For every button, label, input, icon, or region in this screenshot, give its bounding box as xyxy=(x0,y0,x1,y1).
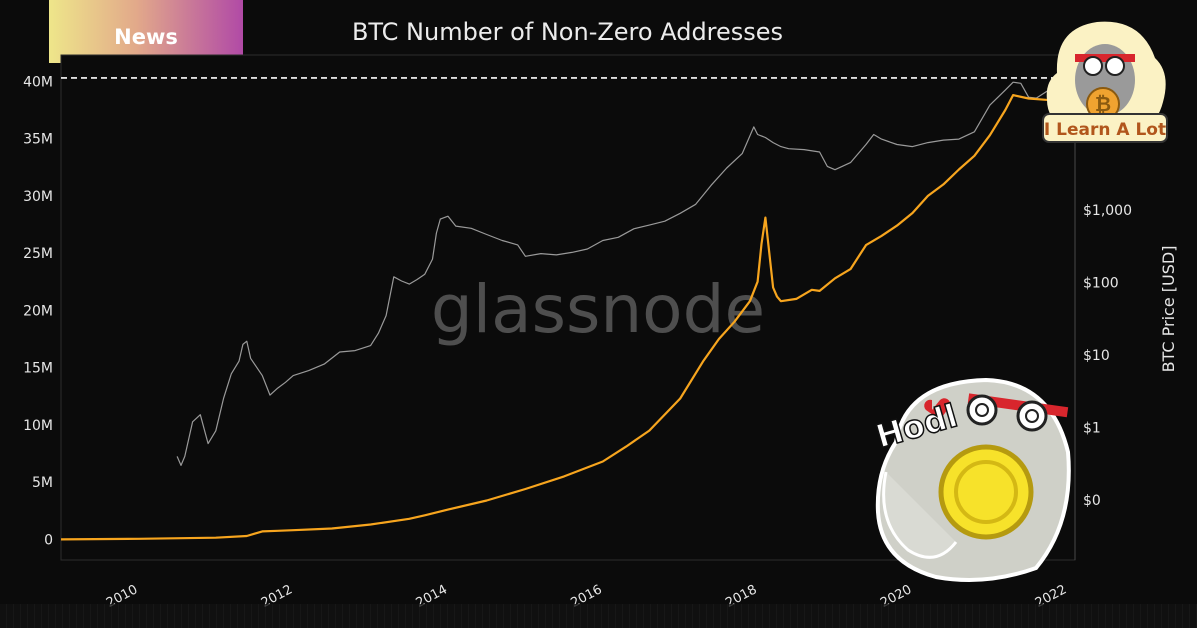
chart-title: BTC Number of Non-Zero Addresses xyxy=(351,18,784,46)
y-tick-label: 30M xyxy=(23,189,53,205)
y-tick-label: 10M xyxy=(23,418,53,434)
mascot-headband xyxy=(1075,54,1135,62)
y-tick-label: 35M xyxy=(23,132,53,148)
y2-tick-label: $0 xyxy=(1083,493,1101,509)
hodl-sticker: Hodl xyxy=(871,377,1071,582)
seal-flipper xyxy=(882,471,958,559)
y-tick-label: 15M xyxy=(23,361,53,377)
y-tick-label: 0 xyxy=(44,532,53,548)
mascot-logo-badge: ₿ I Learn A Lot xyxy=(1042,21,1168,143)
heart-icon xyxy=(924,398,951,420)
glassnode-watermark: glassnode xyxy=(431,271,765,348)
y2-tick-label: $100 xyxy=(1083,276,1119,292)
seal-eye-right xyxy=(1016,400,1048,432)
logo-banner xyxy=(1042,113,1168,143)
news-badge: News xyxy=(49,0,243,63)
y-tick-label: 25M xyxy=(23,246,53,262)
news-badge-label: News xyxy=(114,24,178,49)
bitcoin-coin-symbol: ₿ xyxy=(1095,92,1111,116)
y2-tick-label: $1,000 xyxy=(1083,203,1132,219)
btc-price-line xyxy=(176,79,1068,466)
y-tick-label: 40M xyxy=(23,74,53,90)
y2-tick-label: $1 xyxy=(1083,421,1101,437)
logo-text: I Learn A Lot xyxy=(1044,120,1166,140)
seal-eye-left xyxy=(966,394,998,426)
right-axis-label: BTC Price [USD] xyxy=(1159,246,1178,373)
seal-eye-left-swirl xyxy=(975,403,989,417)
bottom-strip xyxy=(0,604,1197,628)
mascot-eye-right xyxy=(1105,56,1125,76)
y-tick-label: 5M xyxy=(32,475,53,491)
series-layer xyxy=(60,79,1068,541)
y-tick-label: 20M xyxy=(23,303,53,319)
y2-tick-label: $10 xyxy=(1083,348,1110,364)
non-zero-addresses-line xyxy=(60,94,1068,541)
golden-coin-ring xyxy=(954,460,1018,524)
seal-eye-right-swirl xyxy=(1025,409,1039,423)
mascot-eye-left xyxy=(1083,56,1103,76)
